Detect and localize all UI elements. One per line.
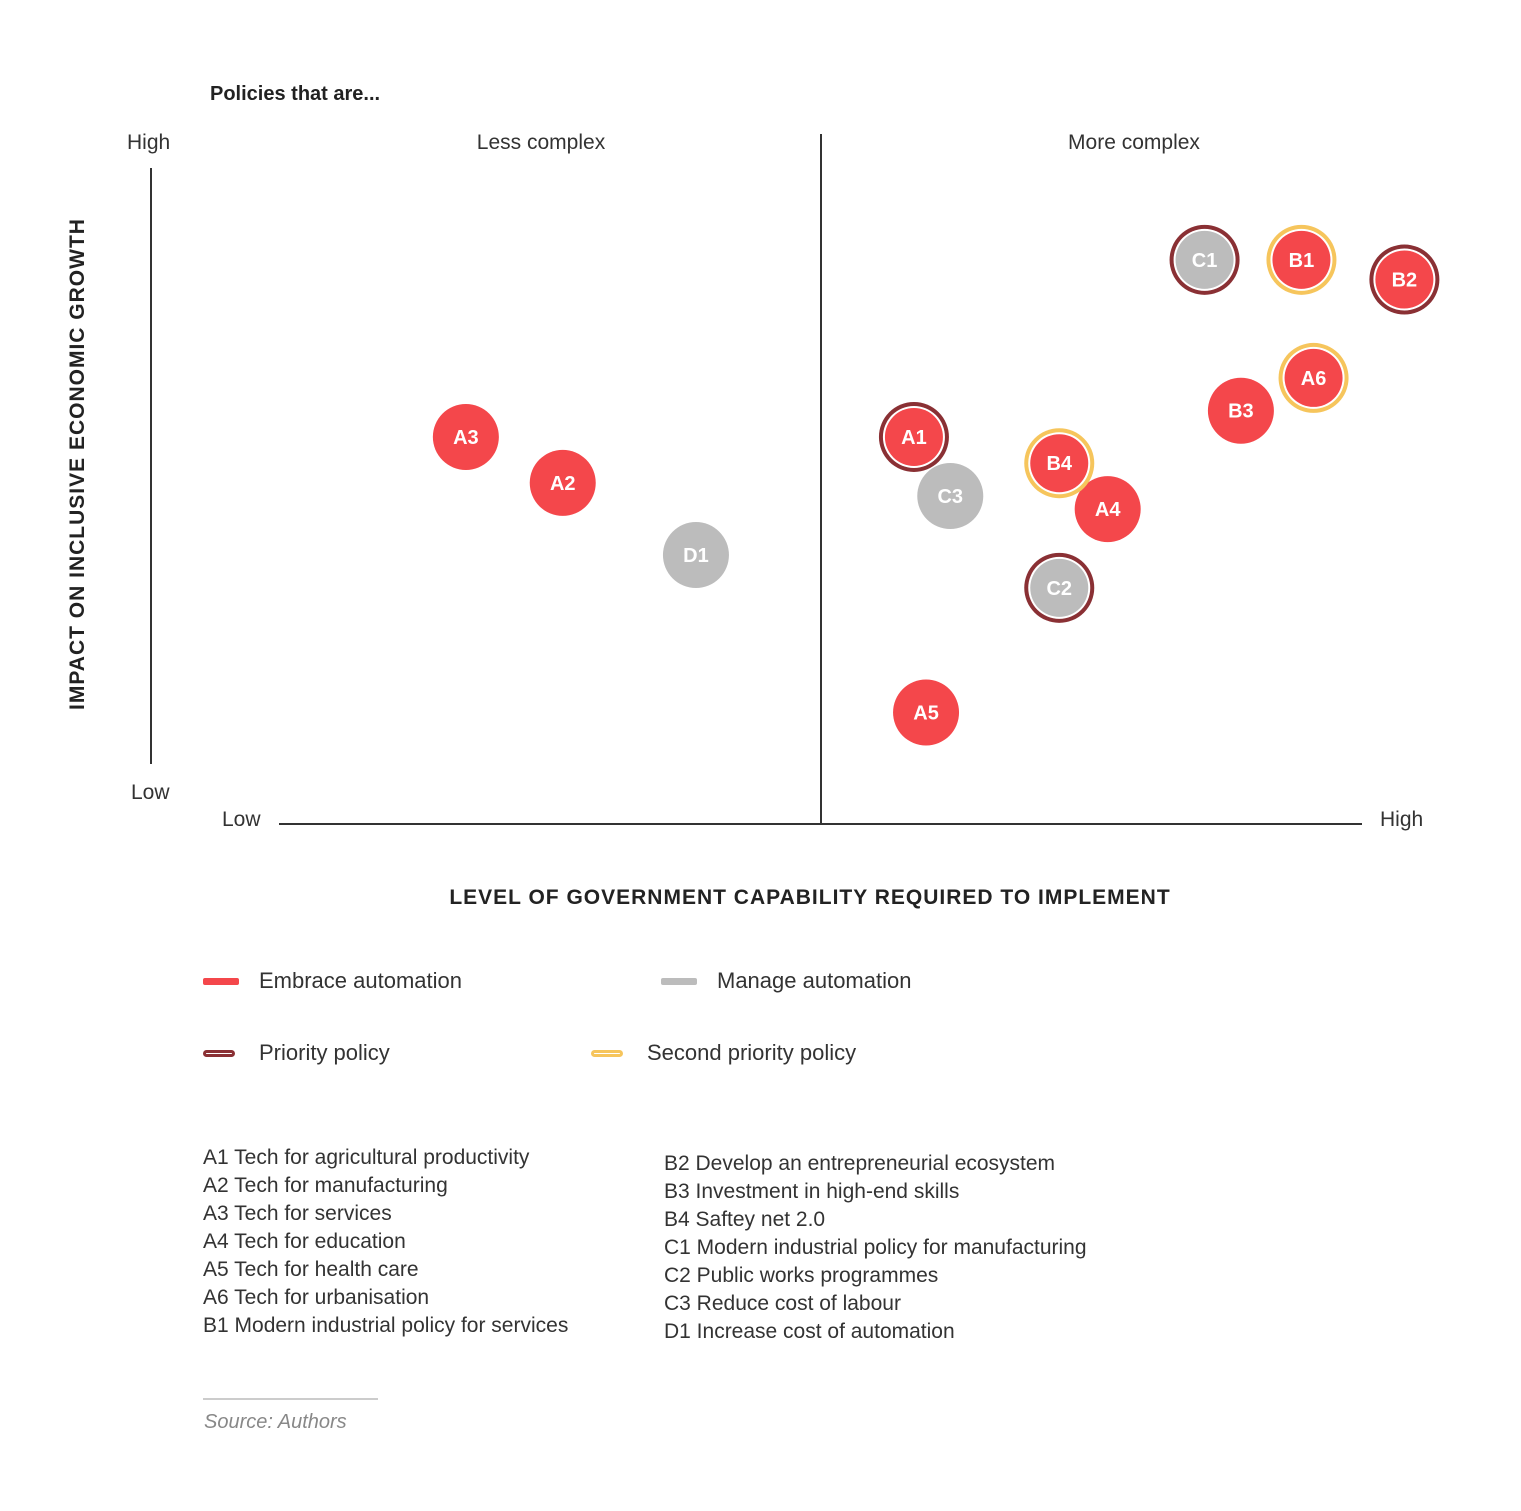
point-c1-marker [1175,230,1234,289]
chart-heading: Policies that are... [210,83,381,105]
key-item-d1: D1 Increase cost of automation [664,1320,955,1343]
point-a6: A6 [1278,342,1349,413]
x-axis-low-label: Low [222,808,261,831]
data-points: A1 A2 A3 A4 A5 A6 B1 B2 B3 B4 C1 C2 C3 D1 [432,224,1440,746]
point-b1-label: B1 [1289,250,1315,272]
point-a4: A4 [1074,476,1141,543]
key-item-a2: A2 Tech for manufacturing [203,1174,448,1197]
legend-priority-swatch [203,1049,235,1057]
legend-manage-label: Manage automation [717,968,912,993]
point-a6-marker [1284,348,1343,407]
key-item-b2: B2 Develop an entrepreneurial ecosystem [664,1152,1056,1175]
x-axis-title: LEVEL OF GOVERNMENT CAPABILITY REQUIRED … [449,886,1171,909]
point-a1-marker [884,407,943,466]
point-d1: D1 [662,522,729,589]
point-a1-label: A1 [901,427,927,449]
point-a5-marker [893,679,960,746]
point-d1-marker [662,522,729,589]
point-a2: A2 [529,449,596,516]
y-axis-high-label: High [127,131,171,154]
legend-priority-label: Priority policy [259,1040,390,1065]
point-b1: B1 [1266,224,1337,295]
point-b4: B4 [1024,428,1095,499]
key-item-b1: B1 Modern industrial policy for services [203,1314,569,1337]
point-a3-label: A3 [453,427,479,449]
point-b4-label: B4 [1046,453,1072,475]
key-item-a1: A1 Tech for agricultural productivity [203,1146,530,1169]
point-b2: B2 [1369,244,1440,315]
point-b3: B3 [1207,377,1274,444]
policy-key-right: B2 Develop an entrepreneurial ecosystem … [664,1150,1087,1346]
point-a1: A1 [878,401,949,472]
legend-second-priority-swatch [591,1049,623,1057]
point-c2: C2 [1024,552,1095,623]
key-item-a4: A4 Tech for education [203,1230,406,1253]
legend-priority: Priority policy [203,1040,390,1066]
legend-manage-swatch [661,977,697,985]
point-a4-label: A4 [1095,499,1121,521]
key-item-c3: C3 Reduce cost of labour [664,1292,901,1315]
legend-manage: Manage automation [661,968,911,994]
legend-second-priority: Second priority policy [591,1040,856,1066]
point-a5-label: A5 [913,702,939,724]
point-b2-marker [1375,250,1434,309]
source-note: Source: Authors [204,1411,347,1433]
source-divider [203,1398,378,1400]
y-axis-low-label: Low [131,781,170,804]
legend-embrace-swatch [203,977,239,985]
key-item-c1: C1 Modern industrial policy for manufact… [664,1236,1087,1259]
key-item-a6: A6 Tech for urbanisation [203,1286,430,1309]
point-b3-marker [1207,377,1274,444]
point-b1-marker [1272,230,1331,289]
key-item-b3: B3 Investment in high-end skills [664,1180,960,1203]
point-a4-marker [1074,476,1141,543]
point-c3-label: C3 [937,486,963,508]
point-a5: A5 [893,679,960,746]
point-c1: C1 [1169,224,1240,295]
point-d1-label: D1 [683,545,709,567]
point-a3-marker [432,403,499,470]
point-c2-marker [1030,558,1089,617]
point-b3-label: B3 [1228,401,1254,423]
point-c3: C3 [917,463,984,529]
point-b2-label: B2 [1392,270,1418,292]
point-c1-label: C1 [1192,250,1218,272]
y-axis-title: IMPACT ON INCLUSIVE ECONOMIC GROWTH [66,218,89,710]
point-a2-marker [529,449,596,516]
legend-second-priority-label: Second priority policy [647,1040,857,1065]
point-a3: A3 [432,403,499,470]
column-label-less-complex: Less complex [476,131,606,154]
legend-embrace-label: Embrace automation [259,968,462,993]
point-c2-label: C2 [1046,578,1072,600]
x-axis-high-label: High [1380,808,1424,831]
point-b4-marker [1030,434,1089,493]
legend-embrace: Embrace automation [203,968,462,994]
column-label-more-complex: More complex [1068,131,1200,154]
key-item-b4: B4 Saftey net 2.0 [664,1208,826,1231]
key-item-a3: A3 Tech for services [203,1202,392,1225]
key-item-c2: C2 Public works programmes [664,1264,939,1287]
point-a6-label: A6 [1301,368,1327,390]
policy-key-left: A1 Tech for agricultural productivity A2… [203,1144,568,1340]
key-item-a5: A5 Tech for health care [203,1258,419,1281]
point-c3-marker [917,463,984,529]
point-a2-label: A2 [550,473,576,495]
